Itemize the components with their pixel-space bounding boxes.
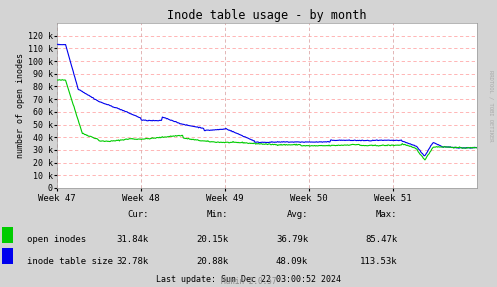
Text: 85.47k: 85.47k [365, 235, 398, 244]
Title: Inode table usage - by month: Inode table usage - by month [167, 9, 367, 22]
Text: 31.84k: 31.84k [117, 235, 149, 244]
Text: Avg:: Avg: [287, 210, 308, 219]
Text: 36.79k: 36.79k [276, 235, 308, 244]
Text: 48.09k: 48.09k [276, 257, 308, 266]
Text: 32.78k: 32.78k [117, 257, 149, 266]
Text: RRDTOOL / TOBI OETIKER: RRDTOOL / TOBI OETIKER [489, 70, 494, 142]
Text: Munin 2.0.57: Munin 2.0.57 [221, 277, 276, 286]
Text: 20.88k: 20.88k [196, 257, 229, 266]
Y-axis label: number of open inodes: number of open inodes [16, 53, 25, 158]
Text: Min:: Min: [207, 210, 229, 219]
Text: 20.15k: 20.15k [196, 235, 229, 244]
Text: Max:: Max: [376, 210, 398, 219]
Text: Cur:: Cur: [128, 210, 149, 219]
Text: inode table size: inode table size [27, 257, 113, 266]
Text: 113.53k: 113.53k [360, 257, 398, 266]
Text: open inodes: open inodes [27, 235, 86, 244]
Text: Last update: Sun Dec 22 03:00:52 2024: Last update: Sun Dec 22 03:00:52 2024 [156, 275, 341, 284]
